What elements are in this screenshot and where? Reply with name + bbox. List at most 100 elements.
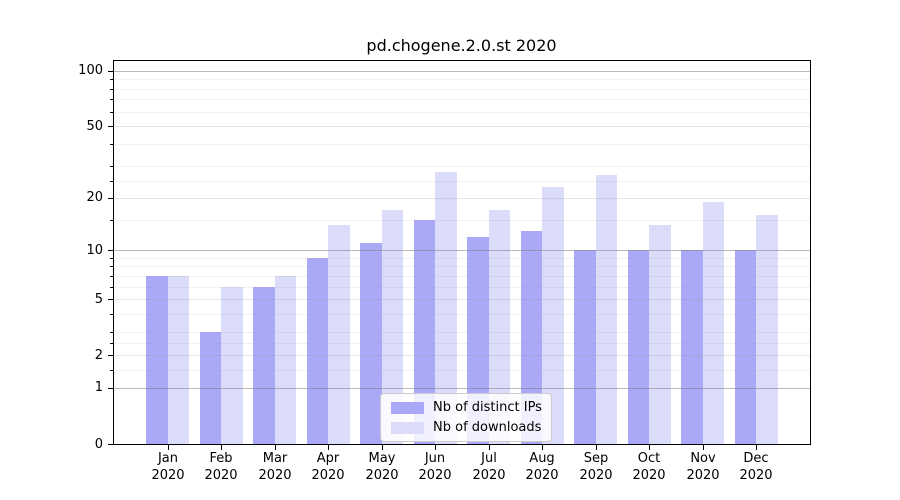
x-axis-tick-feb xyxy=(221,445,222,450)
bar-nb-of-distinct-ips-may xyxy=(360,243,382,444)
x-tick-label-jul: Jul 2020 xyxy=(457,451,521,484)
x-axis-tick-apr xyxy=(328,445,329,450)
x-tick-label-month: Jun xyxy=(424,451,446,466)
x-axis-tick-mar xyxy=(275,445,276,450)
x-tick-label-month: Oct xyxy=(637,451,661,466)
x-axis-tick-dec xyxy=(756,445,757,450)
x-tick-label-year: 2020 xyxy=(365,467,399,483)
y-axis-minor-tick-70 xyxy=(110,99,113,100)
x-tick-label-may: May 2020 xyxy=(350,451,414,484)
x-tick-label-month: Jul xyxy=(481,451,497,466)
y-axis-minor-tick-80 xyxy=(110,89,113,90)
x-tick-label-month: Mar xyxy=(262,451,288,466)
gridline-y-20 xyxy=(114,197,810,199)
bar-nb-of-distinct-ips-oct xyxy=(627,250,650,444)
x-tick-label-month: Jan xyxy=(157,451,179,466)
bar-nb-of-downloads-sep xyxy=(595,174,618,444)
x-axis-tick-oct xyxy=(649,445,650,450)
gridline-y-40 xyxy=(114,143,810,145)
x-tick-label-year: 2020 xyxy=(418,467,452,483)
y-axis-minor-tick-15 xyxy=(110,220,113,221)
x-tick-label-feb: Feb 2020 xyxy=(189,451,253,484)
bar-nb-of-distinct-ips-dec xyxy=(734,250,757,444)
bar-nb-of-distinct-ips-sep xyxy=(574,250,596,444)
y-tick-label-1: 1 xyxy=(94,380,103,396)
y-axis-tick-100 xyxy=(108,71,113,72)
y-axis-minor-tick-40 xyxy=(110,144,113,145)
x-tick-label-sep: Sep 2020 xyxy=(564,451,628,484)
bar-nb-of-distinct-ips-aug xyxy=(520,230,543,444)
bar-nb-of-distinct-ips-jan xyxy=(146,275,168,444)
bar-nb-of-downloads-oct xyxy=(649,225,671,444)
x-tick-label-apr: Apr 2020 xyxy=(296,451,360,484)
gridline-y-25 xyxy=(114,180,810,182)
y-axis-tick-10 xyxy=(108,250,113,251)
y-tick-label-2: 2 xyxy=(94,347,103,363)
bar-nb-of-downloads-apr xyxy=(328,225,350,444)
x-tick-label-year: 2020 xyxy=(204,467,238,483)
y-axis-minor-tick-1-5 xyxy=(110,370,113,371)
gridline-y-70 xyxy=(114,99,810,101)
legend-label-distinct-ips: Nb of distinct IPs xyxy=(433,400,542,415)
y-axis-tick-20 xyxy=(108,198,113,199)
y-axis-minor-tick-25 xyxy=(110,181,113,182)
y-axis-minor-tick-30 xyxy=(110,166,113,167)
bar-nb-of-downloads-mar xyxy=(274,275,297,444)
x-tick-label-dec: Dec 2020 xyxy=(724,451,788,484)
bar-nb-of-downloads-aug xyxy=(542,187,564,444)
legend: Nb of distinct IPs Nb of downloads xyxy=(380,393,552,442)
y-axis-minor-tick-9 xyxy=(110,258,113,259)
y-tick-label-50: 50 xyxy=(86,118,103,134)
bar-nb-of-distinct-ips-nov xyxy=(681,250,703,444)
y-axis-minor-tick-3 xyxy=(110,332,113,333)
x-tick-label-jun: Jun 2020 xyxy=(403,451,467,484)
gridline-y-80 xyxy=(114,88,810,90)
y-axis-minor-tick-7 xyxy=(110,276,113,277)
bar-nb-of-downloads-jan xyxy=(167,275,190,444)
y-tick-label-5: 5 xyxy=(94,291,103,307)
legend-item-distinct-ips: Nb of distinct IPs xyxy=(391,399,542,416)
y-axis-minor-tick-2-5 xyxy=(110,343,113,344)
gridline-y-50 xyxy=(114,126,810,127)
x-tick-label-year: 2020 xyxy=(258,467,292,483)
x-axis-tick-sep xyxy=(596,445,597,450)
y-axis-minor-tick-8 xyxy=(110,266,113,267)
bar-nb-of-distinct-ips-mar xyxy=(253,286,275,444)
y-tick-label-10: 10 xyxy=(86,242,103,258)
plot-area xyxy=(113,60,811,445)
gridline-y-30 xyxy=(114,166,810,168)
x-tick-label-mar: Mar 2020 xyxy=(243,451,307,484)
y-axis-tick-50 xyxy=(108,126,113,127)
x-tick-label-month: Nov xyxy=(690,451,716,466)
bar-nb-of-downloads-feb xyxy=(221,286,243,444)
x-axis-tick-jul xyxy=(489,445,490,450)
x-tick-label-nov: Nov 2020 xyxy=(671,451,735,484)
x-axis-tick-jun xyxy=(435,445,436,450)
legend-item-downloads: Nb of downloads xyxy=(391,419,542,436)
x-tick-label-year: 2020 xyxy=(686,467,720,483)
x-tick-label-year: 2020 xyxy=(311,467,345,483)
x-tick-label-year: 2020 xyxy=(739,467,773,483)
x-tick-label-year: 2020 xyxy=(632,467,666,483)
x-axis-tick-nov xyxy=(703,445,704,450)
x-axis-tick-may xyxy=(382,445,383,450)
x-tick-label-month: Sep xyxy=(583,451,609,466)
x-tick-label-month: Dec xyxy=(743,451,769,466)
x-tick-label-oct: Oct 2020 xyxy=(617,451,681,484)
y-axis-tick-2 xyxy=(108,355,113,356)
legend-label-downloads: Nb of downloads xyxy=(433,420,542,435)
y-axis-minor-tick-60 xyxy=(110,112,113,113)
x-tick-label-jan: Jan 2020 xyxy=(136,451,200,484)
y-axis-minor-tick-4 xyxy=(110,314,113,315)
y-axis-minor-tick-90 xyxy=(110,79,113,80)
y-tick-label-20: 20 xyxy=(86,190,103,206)
bar-nb-of-downloads-nov xyxy=(702,201,725,444)
x-tick-label-aug: Aug 2020 xyxy=(510,451,574,484)
bar-nb-of-distinct-ips-feb xyxy=(199,331,222,444)
x-tick-label-month: May xyxy=(368,451,396,466)
gridline-y-100 xyxy=(114,70,810,72)
bar-nb-of-downloads-dec xyxy=(756,214,778,444)
x-axis-tick-jan xyxy=(168,445,169,450)
x-tick-label-year: 2020 xyxy=(151,467,185,483)
